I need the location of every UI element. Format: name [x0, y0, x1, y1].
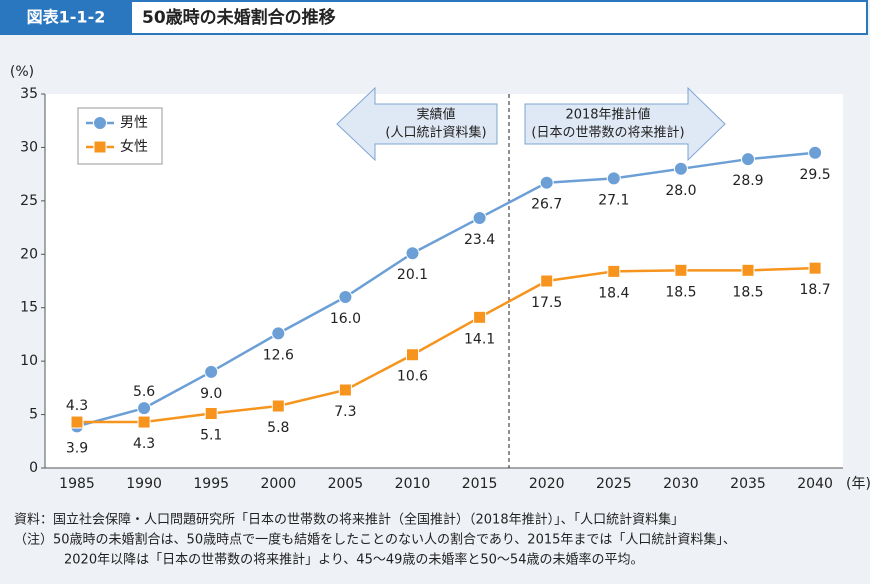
data-label: 9.0 [200, 386, 222, 402]
data-label: 17.5 [531, 295, 562, 311]
marker [70, 415, 84, 429]
x-tick-label: 1990 [126, 476, 162, 492]
marker [606, 171, 621, 186]
marker [674, 263, 688, 277]
x-unit: (年) [846, 476, 870, 492]
annotation: 実績値 [416, 107, 455, 123]
x-tick-label: 2040 [797, 476, 833, 492]
note: （注）50歳時の未婚割合は、50歳時点で一度も結婚をしたことのない人の割合であり… [14, 532, 736, 548]
data-label: 27.1 [598, 192, 629, 208]
data-label: 5.6 [133, 384, 155, 400]
data-label: 20.1 [397, 267, 428, 283]
marker [673, 161, 688, 176]
marker [204, 364, 219, 379]
arrow-left [336, 86, 498, 162]
marker [204, 407, 218, 421]
annotation: (人口統計資料集) [385, 125, 486, 141]
header-box [0, 0, 868, 35]
x-tick-label: 2015 [462, 476, 498, 492]
data-label: 29.5 [800, 167, 831, 183]
marker [93, 116, 107, 130]
line [76, 151, 816, 428]
data-label: 18.5 [732, 284, 763, 300]
marker [808, 261, 822, 275]
data-label: 7.3 [334, 404, 356, 420]
y-tick-label: 20 [20, 246, 38, 262]
x-tick-label: 2005 [328, 476, 364, 492]
marker [472, 210, 487, 225]
y-tick-label: 30 [20, 139, 38, 155]
data-label: 5.8 [267, 420, 289, 436]
x-tick-label: 2010 [395, 476, 431, 492]
legend [77, 107, 163, 165]
y-tick-label: 5 [29, 407, 38, 423]
marker [607, 264, 621, 278]
line [77, 266, 816, 424]
y-tick-label: 35 [20, 86, 38, 102]
figure-no: 図表1-1-2 [27, 8, 106, 27]
y-tick-label: 15 [20, 300, 38, 316]
marker [741, 263, 755, 277]
x-tick-label: 2025 [596, 476, 632, 492]
marker [808, 145, 823, 160]
marker [271, 326, 286, 341]
marker [338, 290, 353, 305]
marker [93, 140, 107, 154]
data-label: 28.0 [665, 183, 696, 199]
marker [473, 310, 487, 324]
x-tick-label: 1985 [59, 476, 95, 492]
annotation: 2018年推計値 [565, 107, 650, 123]
marker [137, 401, 152, 416]
marker [539, 175, 554, 190]
x-tick-label: 2000 [260, 476, 296, 492]
marker [271, 399, 285, 413]
x-tick-label: 1995 [193, 476, 229, 492]
note: 2020年以降は「日本の世帯数の将来推計」より、45～49歳の未婚率と50～54… [64, 552, 643, 568]
data-label: 5.1 [200, 428, 222, 444]
data-label: 23.4 [464, 232, 495, 248]
marker [137, 415, 151, 429]
arrow-right [524, 86, 726, 162]
annotation: (日本の世帯数の将来推計) [531, 125, 684, 141]
data-label: 18.7 [800, 282, 831, 298]
data-label: 10.6 [397, 369, 428, 385]
header-title: 50歳時の未婚割合の推移 [142, 7, 336, 28]
data-label: 18.4 [598, 285, 629, 301]
marker [741, 152, 755, 167]
data-label: 16.0 [330, 311, 361, 327]
data-label: 12.6 [263, 347, 294, 363]
y-tick-label: 25 [20, 193, 38, 209]
figure-no-box [0, 0, 132, 35]
data-label: 14.1 [464, 331, 495, 347]
legend-label: 女性 [120, 138, 148, 155]
y-unit: (%) [10, 64, 34, 80]
data-label: 3.9 [66, 440, 88, 456]
data-label: 26.7 [531, 197, 562, 213]
data-label: 4.3 [133, 436, 155, 452]
data-label: 4.3 [66, 398, 88, 414]
legend-label: 男性 [120, 115, 148, 131]
marker [405, 246, 420, 261]
data-label: 28.9 [732, 173, 763, 189]
x-tick-label: 2020 [529, 476, 565, 492]
data-label: 18.5 [665, 284, 696, 300]
marker [338, 383, 352, 397]
x-tick-label: 2035 [730, 476, 766, 492]
y-tick-label: 0 [29, 460, 38, 476]
y-tick-label: 10 [20, 353, 38, 369]
note: 資料：国立社会保障・人口問題研究所「日本の世帯数の将来推計（全国推計）（2018… [14, 512, 684, 528]
plot-area [45, 94, 843, 468]
marker [540, 274, 554, 288]
marker [406, 348, 419, 362]
x-tick-label: 2030 [663, 476, 699, 492]
